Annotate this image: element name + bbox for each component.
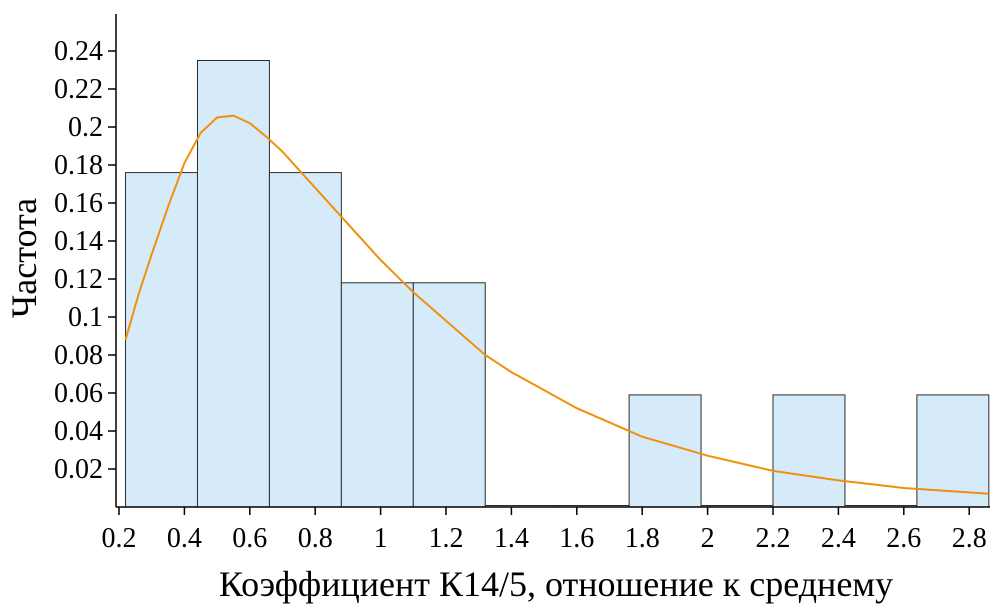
- x-tick-label: 2.4: [821, 523, 856, 554]
- x-tick-label: 2: [701, 523, 715, 554]
- x-tick-label: 1.6: [559, 523, 594, 554]
- y-tick-label: 0.02: [54, 454, 103, 485]
- histogram-bar: [412, 282, 486, 508]
- y-tick-label: 0.06: [54, 378, 103, 409]
- x-tick-label: 1: [374, 523, 388, 554]
- x-tick-label: 1.8: [625, 523, 660, 554]
- x-tick-label: 0.2: [102, 523, 137, 554]
- histogram-bar: [196, 60, 270, 508]
- x-tick-label: 0.4: [167, 523, 202, 554]
- x-tick-label: 1.4: [494, 523, 529, 554]
- y-tick-label: 0.04: [54, 416, 103, 447]
- x-tick-label: 2.6: [886, 523, 921, 554]
- y-tick-label: 0.22: [54, 74, 103, 105]
- y-axis-title: Частота: [4, 198, 44, 318]
- histogram-bar: [268, 172, 342, 508]
- y-tick-label: 0.12: [54, 264, 103, 295]
- x-ticks: 0.2 0.4 0.6 0.8 1 1.2 1.4 1.6 1.8 2 2.2 2.4 2.6 2.8: [102, 507, 987, 554]
- x-tick-label: 0.6: [232, 523, 267, 554]
- x-axis-title: Коэффициент К14/5, отношение к среднему: [219, 564, 893, 604]
- bars-layer: [125, 60, 990, 508]
- fitted-distribution-curve: [124, 114, 989, 495]
- x-tick-label: 2.8: [952, 523, 987, 554]
- x-tick-label: 1.2: [429, 523, 464, 554]
- y-tick-label: 0.1: [68, 302, 103, 333]
- histogram-bar: [916, 394, 990, 508]
- y-tick-label: 0.16: [54, 188, 103, 219]
- y-tick-label: 0.08: [54, 340, 103, 371]
- histogram-bar: [340, 282, 414, 508]
- y-ticks: 0.02 0.04 0.06 0.08 0.1 0.12 0.14 0.16 0.18 0.2 0.…: [54, 36, 116, 485]
- x-tick-label: 0.8: [298, 523, 333, 554]
- y-tick-label: 0.24: [54, 36, 103, 67]
- y-tick-label: 0.14: [54, 226, 103, 257]
- x-tick-label: 2.2: [756, 523, 791, 554]
- y-tick-label: 0.2: [68, 112, 103, 143]
- histogram-bar: [772, 394, 846, 508]
- y-tick-label: 0.18: [54, 150, 103, 181]
